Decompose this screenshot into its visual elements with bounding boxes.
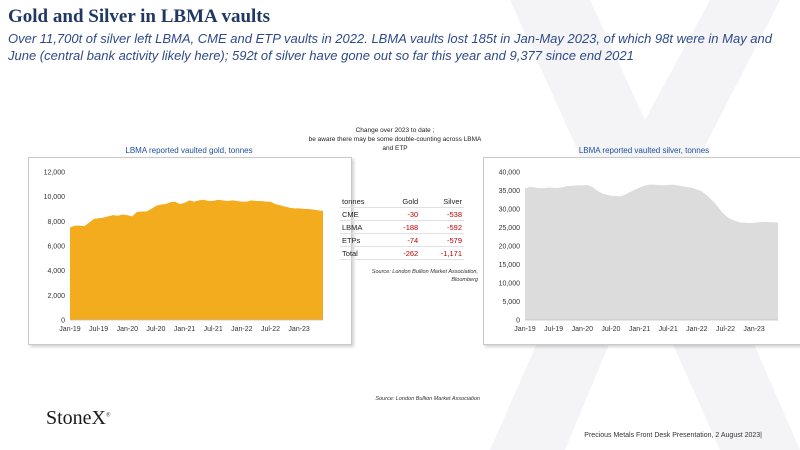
change-note: Change over 2023 to date ; be aware ther… xyxy=(290,126,500,153)
gold-chart-title: LBMA reported vaulted gold, tonnes xyxy=(125,146,253,155)
gold-chart-panel: 0 2,000 4,000 6,000 8,000 10,000 12,000 Jan-19 J… xyxy=(28,157,352,345)
silver-y-tick-label: 35,000 xyxy=(499,188,521,195)
table-row: CME -30 -538 xyxy=(340,207,464,221)
change-note-line-1: Change over 2023 to date ; xyxy=(355,127,435,134)
page-title: Gold and Silver in LBMA vaults xyxy=(8,6,271,27)
silver-y-tick-label: 15,000 xyxy=(499,262,521,269)
silver-x-tick-label: Jul-21 xyxy=(659,326,678,333)
gold-y-tick-label: 2,000 xyxy=(47,293,65,300)
silver-change: -579 xyxy=(420,233,464,247)
gold-y-tick-label: 12,000 xyxy=(44,170,66,177)
silver-change: -538 xyxy=(420,207,464,221)
gold-x-tick-label: Jan-19 xyxy=(59,326,81,333)
gold-x-tick-label: Jul-19 xyxy=(89,326,108,333)
change-table-header: tonnes Gold Silver xyxy=(340,195,464,208)
header-gold: Gold xyxy=(385,195,421,208)
silver-y-tick-label: 25,000 xyxy=(499,225,521,232)
table-source-line-1: Source: London Bullion Market Associatio… xyxy=(371,269,478,275)
silver-x-tick-label: Jan-23 xyxy=(743,326,765,333)
gold-x-tick-label: Jan-23 xyxy=(288,326,310,333)
header-silver: Silver xyxy=(420,195,464,208)
gold-y-tick-label: 8,000 xyxy=(47,219,65,226)
silver-y-tick-label: 30,000 xyxy=(499,207,521,214)
gold-change: -262 xyxy=(385,246,421,260)
change-note-line-3: and ETP xyxy=(382,145,408,152)
silver-chart: 0 5,000 10,000 15,000 20,000 25,000 30,000 35,0… xyxy=(499,170,778,333)
table-source-line-2: Bloomberg xyxy=(451,277,478,283)
gold-change: -188 xyxy=(385,220,421,234)
silver-x-tick-label: Jan-20 xyxy=(572,326,594,333)
stonex-logo: StoneX® xyxy=(46,407,111,430)
gold-y-tick-label: 0 xyxy=(61,318,65,325)
silver-area xyxy=(525,184,778,320)
table-row: LBMA -188 -592 xyxy=(340,220,464,234)
gold-area xyxy=(70,199,323,320)
registered-mark: ® xyxy=(106,412,111,419)
silver-y-tick-label: 40,000 xyxy=(499,170,521,177)
table-source: Source: London Bullion Market Associatio… xyxy=(330,268,478,284)
row-label: LBMA xyxy=(340,220,386,234)
gold-y-tick-label: 10,000 xyxy=(44,194,66,201)
gold-y-tick-label: 6,000 xyxy=(47,244,65,251)
gold-x-tick-label: Jan-22 xyxy=(231,326,253,333)
gold-x-tick-label: Jul-22 xyxy=(261,326,280,333)
footer-text: Precious Metals Front Desk Presentation,… xyxy=(584,432,762,439)
row-label: CME xyxy=(340,207,386,221)
row-label: Total xyxy=(340,246,386,260)
gold-change: -30 xyxy=(385,207,421,221)
gold-x-tick-label: Jan-21 xyxy=(174,326,196,333)
silver-x-tick-label: Jan-19 xyxy=(514,326,536,333)
silver-x-tick-label: Jul-22 xyxy=(716,326,735,333)
gold-change: -74 xyxy=(385,233,421,247)
chart-source: Source: London Bullion Market Associatio… xyxy=(375,396,480,402)
gold-x-tick-label: Jan-20 xyxy=(117,326,139,333)
silver-y-tick-label: 20,000 xyxy=(499,244,521,251)
silver-x-tick-label: Jul-20 xyxy=(601,326,620,333)
silver-y-tick-label: 10,000 xyxy=(499,281,521,288)
gold-x-tick-label: Jul-21 xyxy=(204,326,223,333)
silver-y-tick-label: 5,000 xyxy=(502,299,520,306)
change-table: tonnes Gold Silver CME -30 -538 LBMA -18… xyxy=(340,195,464,260)
silver-x-tick-label: Jan-21 xyxy=(629,326,651,333)
change-note-line-2: be aware there may be some double-counti… xyxy=(308,136,482,143)
header-tonnes: tonnes xyxy=(340,195,386,208)
page-subtitle: Over 11,700t of silver left LBMA, CME an… xyxy=(8,31,772,63)
gold-x-tick-label: Jul-20 xyxy=(146,326,165,333)
silver-y-tick-label: 0 xyxy=(516,318,520,325)
table-row: ETPs -74 -579 xyxy=(340,233,464,247)
silver-chart-panel: 0 5,000 10,000 15,000 20,000 25,000 30,000 35,0… xyxy=(483,157,800,345)
silver-chart-title: LBMA reported vaulted silver, tonnes xyxy=(578,146,710,155)
silver-x-tick-label: Jan-22 xyxy=(686,326,708,333)
silver-change: -1,171 xyxy=(420,246,464,260)
silver-change: -592 xyxy=(420,220,464,234)
silver-x-tick-label: Jul-19 xyxy=(544,326,563,333)
gold-chart: 0 2,000 4,000 6,000 8,000 10,000 12,000 Jan-19 J… xyxy=(44,170,323,333)
table-row: Total -262 -1,171 xyxy=(340,246,464,260)
gold-y-tick-label: 4,000 xyxy=(47,268,65,275)
row-label: ETPs xyxy=(340,233,386,247)
logo-text: StoneX xyxy=(46,407,106,429)
